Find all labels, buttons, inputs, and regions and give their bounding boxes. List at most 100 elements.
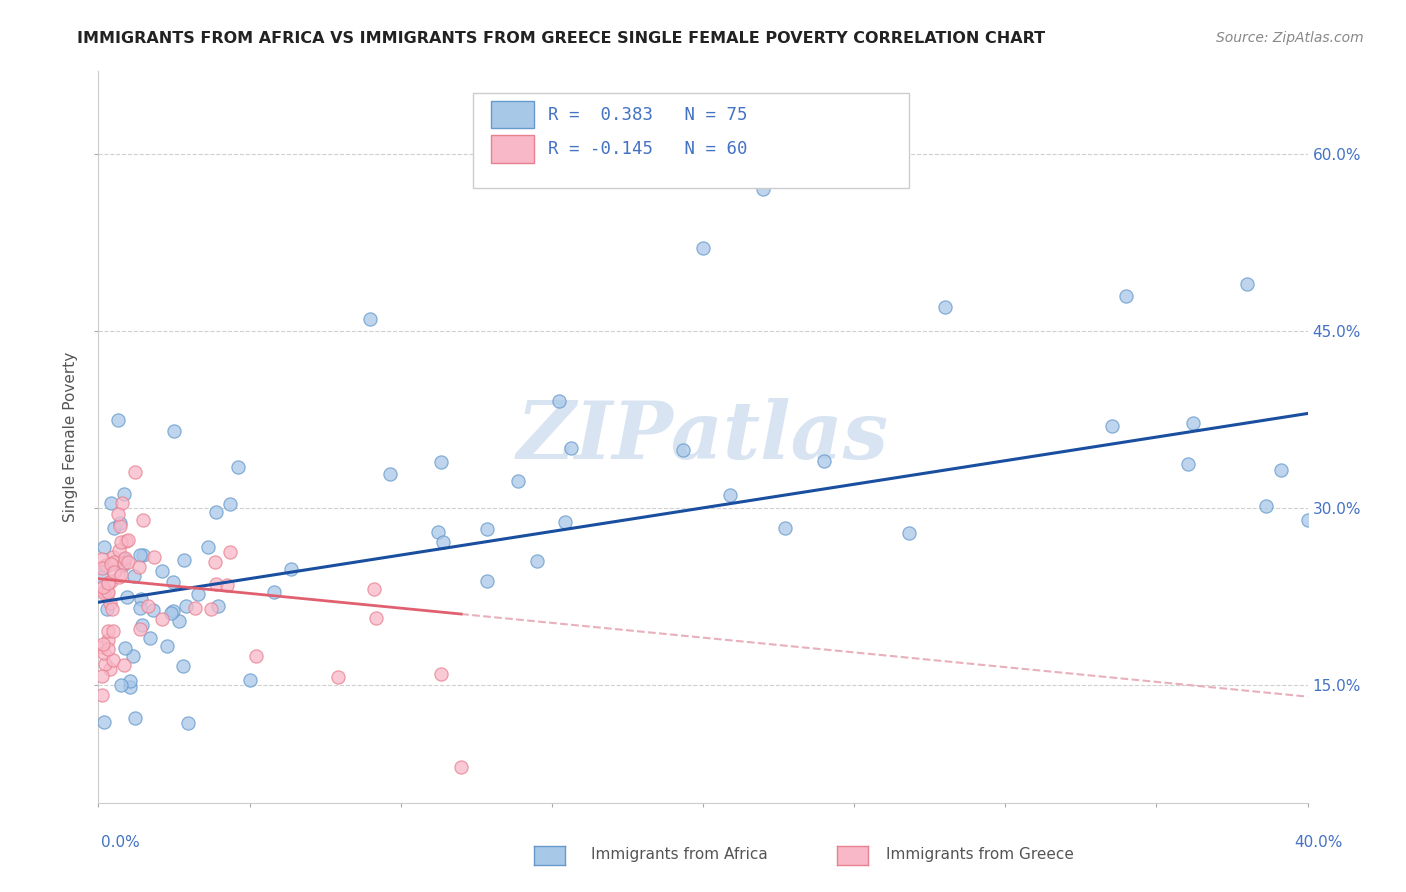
Point [204, 505, 226, 519]
Point [93, 560, 115, 574]
Text: R = -0.145   N = 60: R = -0.145 N = 60 [548, 140, 748, 158]
Point [91, 580, 114, 594]
Point [360, 312, 382, 326]
Point [100, 496, 122, 510]
Point [103, 565, 125, 579]
Point [115, 534, 138, 549]
Point [124, 569, 146, 583]
Point [132, 548, 155, 562]
Point [142, 603, 165, 617]
Point [103, 653, 125, 667]
Point [187, 587, 209, 601]
Point [114, 551, 136, 566]
Point [219, 497, 242, 511]
Point [139, 631, 162, 645]
Point [197, 540, 219, 554]
Point [132, 513, 155, 527]
Point [93, 646, 115, 660]
Point [1115, 288, 1137, 302]
Point [97, 632, 120, 647]
Point [526, 554, 548, 568]
FancyBboxPatch shape [492, 101, 534, 128]
Point [93, 583, 115, 598]
Point [120, 680, 142, 694]
Point [378, 467, 401, 482]
Point [118, 673, 141, 688]
Point [129, 601, 152, 615]
Point [1270, 463, 1292, 477]
Point [163, 424, 186, 438]
Point [718, 487, 741, 501]
Point [101, 624, 124, 638]
Point [475, 522, 498, 536]
Point [112, 658, 135, 673]
Point [96, 602, 118, 616]
Point [93, 586, 115, 600]
Point [1236, 277, 1258, 291]
Point [364, 611, 387, 625]
Point [1177, 457, 1199, 471]
Y-axis label: Single Female Poverty: Single Female Poverty [63, 352, 79, 522]
Point [90, 561, 112, 575]
Point [215, 578, 238, 592]
Point [752, 182, 775, 196]
Point [1101, 419, 1123, 434]
Point [91, 637, 114, 651]
Point [128, 560, 150, 574]
Point [426, 524, 449, 539]
Point [162, 574, 184, 589]
Point [107, 413, 129, 427]
Text: Immigrants from Africa: Immigrants from Africa [591, 847, 768, 862]
Point [363, 582, 385, 596]
Point [112, 556, 135, 570]
Point [263, 584, 285, 599]
Point [90, 640, 112, 654]
Point [112, 551, 135, 566]
Point [239, 673, 262, 688]
Point [131, 618, 153, 632]
Point [94, 657, 117, 671]
Point [219, 545, 242, 559]
Point [97, 585, 120, 599]
Point [108, 543, 131, 558]
Point [103, 550, 125, 565]
Point [554, 515, 576, 529]
Point [98, 662, 121, 676]
FancyBboxPatch shape [474, 94, 908, 188]
Point [177, 715, 200, 730]
Text: Source: ZipAtlas.com: Source: ZipAtlas.com [1216, 31, 1364, 45]
Text: ZIPatlas: ZIPatlas [517, 399, 889, 475]
Point [897, 525, 920, 540]
Point [93, 715, 115, 730]
Point [162, 604, 184, 618]
Point [184, 601, 207, 615]
Point [100, 574, 122, 589]
Point [117, 555, 139, 569]
Text: 0.0%: 0.0% [101, 836, 141, 850]
Point [430, 455, 453, 469]
Point [115, 590, 138, 604]
Point [200, 602, 222, 616]
Point [204, 554, 226, 568]
Point [91, 552, 114, 566]
Text: Immigrants from Greece: Immigrants from Greece [886, 847, 1074, 862]
Point [90, 688, 112, 702]
Point [1296, 513, 1319, 527]
Point [111, 558, 134, 572]
Point [280, 562, 302, 576]
Point [91, 669, 114, 683]
Point [450, 760, 472, 774]
Point [108, 519, 131, 533]
Point [430, 666, 453, 681]
Point [672, 443, 695, 458]
Point [96, 558, 118, 572]
Point [129, 623, 152, 637]
Point [101, 602, 124, 616]
Point [91, 570, 114, 584]
Point [205, 577, 228, 591]
Text: 40.0%: 40.0% [1295, 836, 1343, 850]
Point [136, 599, 159, 613]
Point [112, 487, 135, 501]
Point [142, 549, 165, 564]
Point [97, 576, 120, 591]
